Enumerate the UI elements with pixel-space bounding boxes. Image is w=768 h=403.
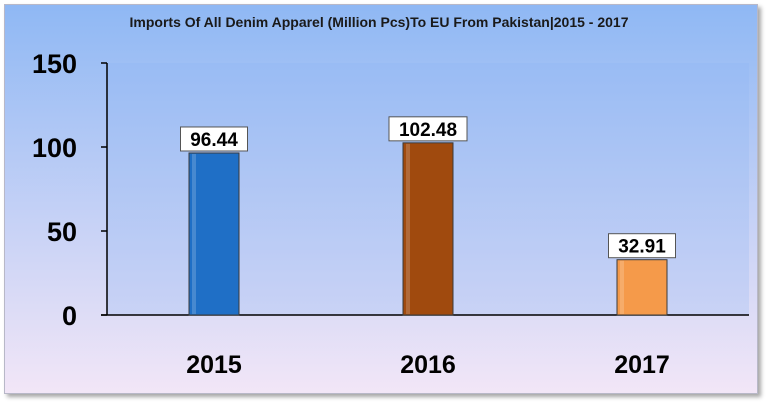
y-tick-label: 100 <box>32 133 77 163</box>
chart-frame: Imports Of All Denim Apparel (Million Pc… <box>4 4 758 394</box>
data-label: 96.44 <box>190 130 238 151</box>
y-tick-label: 150 <box>32 49 77 79</box>
bar-highlight <box>406 143 410 314</box>
data-label-box <box>180 126 248 152</box>
data-label-box <box>608 233 676 259</box>
bar-2016 <box>402 142 454 316</box>
data-label: 102.48 <box>399 120 457 141</box>
y-tick-label: 50 <box>47 217 77 247</box>
bar-highlight <box>192 153 196 314</box>
bar-2015 <box>188 152 240 316</box>
bar-chart: Imports Of All Denim Apparel (Million Pc… <box>5 5 757 393</box>
bar-highlight <box>620 260 624 314</box>
y-tick-label: 0 <box>62 301 77 331</box>
data-label-box <box>388 116 468 142</box>
chart-title: Imports Of All Denim Apparel (Million Pc… <box>130 14 629 30</box>
x-tick-label: 2016 <box>400 351 456 379</box>
data-label: 32.91 <box>618 237 666 258</box>
x-tick-label: 2015 <box>186 351 242 379</box>
x-tick-label: 2017 <box>614 351 670 379</box>
bar-2017 <box>616 259 668 316</box>
chart-background <box>5 5 757 393</box>
